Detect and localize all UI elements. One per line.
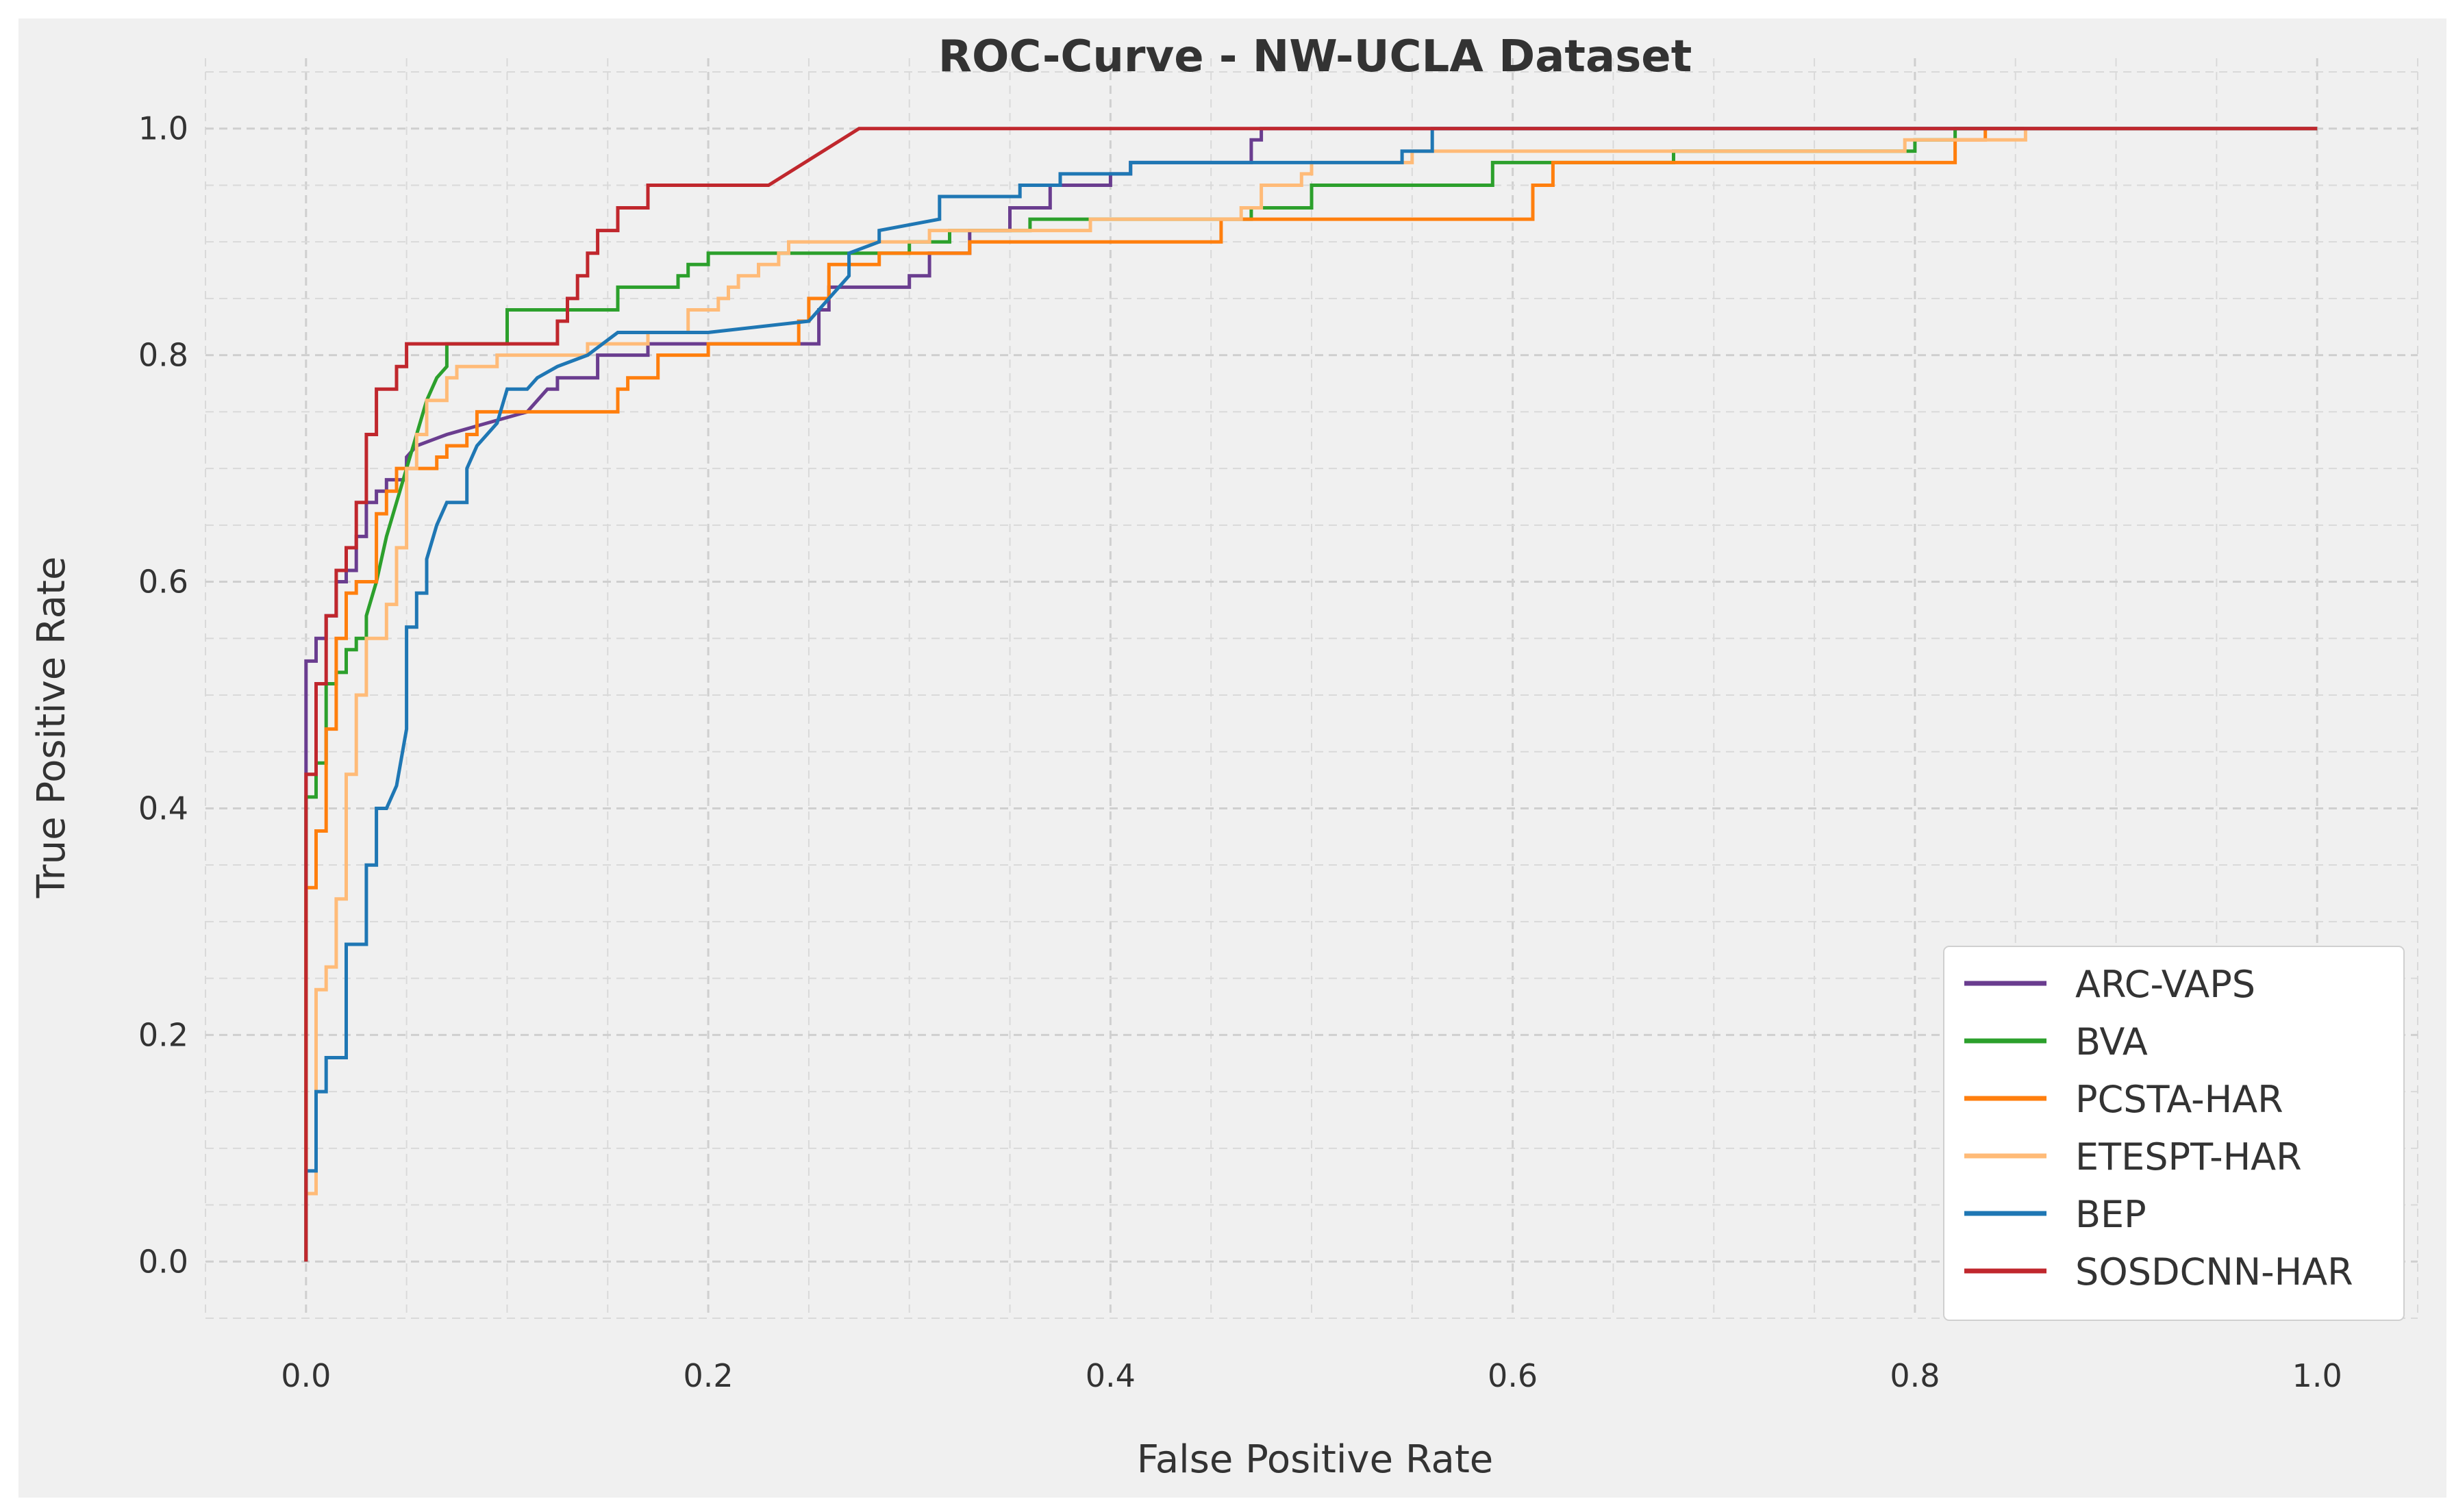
legend-label: ETESPT-HAR (2075, 1135, 2302, 1179)
x-tick-label: 0.4 (1086, 1357, 1136, 1394)
x-tick-label: 0.6 (1488, 1357, 1538, 1394)
x-tick-label: 1.0 (2292, 1357, 2342, 1394)
legend-label: ARC-VAPS (2075, 963, 2255, 1006)
y-tick-label: 0.2 (138, 1016, 188, 1053)
series-lines (304, 127, 2318, 1262)
legend-label: BVA (2075, 1020, 2148, 1063)
series-line-bep (304, 127, 2318, 1262)
legend-label: BEP (2075, 1193, 2146, 1236)
y-tick-label: 0.0 (138, 1243, 188, 1280)
series-line-bva (304, 127, 2318, 1262)
axis-ticks: 0.0 0.2 0.4 0.6 0.8 1.0 0.0 0.2 0.4 0.6 0.8 1.0 (138, 110, 2342, 1394)
x-tick-label: 0.0 (281, 1357, 331, 1394)
legend-label: SOSDCNN-HAR (2075, 1250, 2353, 1294)
series-line-arc-vaps (304, 127, 2318, 1262)
series-line-sosdcnn-har (304, 127, 2318, 1262)
y-tick-label: 1.0 (138, 110, 188, 147)
chart-title: ROC-Curve - NW-UCLA Dataset (938, 32, 1692, 82)
legend-box (1943, 946, 2405, 1321)
x-tick-label: 0.2 (684, 1357, 734, 1394)
y-axis-label: True Positive Rate (29, 557, 74, 899)
legend: ARC-VAPS BVA PCSTA-HAR ETESPT-HAR BEP SOSDCNN… (1943, 946, 2405, 1321)
y-tick-label: 0.4 (138, 790, 188, 827)
legend-label: PCSTA-HAR (2075, 1078, 2283, 1121)
y-tick-label: 0.6 (138, 564, 188, 601)
y-tick-label: 0.8 (138, 337, 188, 374)
x-tick-label: 0.8 (1890, 1357, 1940, 1394)
x-axis-label: False Positive Rate (1137, 1437, 1493, 1482)
